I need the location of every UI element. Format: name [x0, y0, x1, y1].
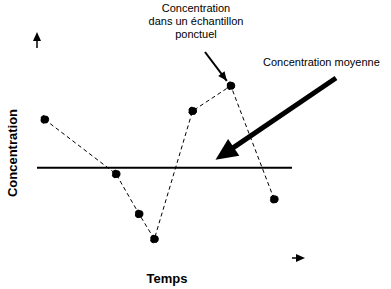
svg-text:Concentration: Concentration [8, 109, 20, 197]
svg-text:Temps: Temps [147, 271, 188, 286]
svg-text:dans un échantillon: dans un échantillon [149, 15, 244, 27]
svg-text:Concentration moyenne: Concentration moyenne [263, 56, 380, 68]
svg-text:Concentration: Concentration [162, 2, 231, 14]
svg-text:ponctuel: ponctuel [175, 28, 217, 40]
